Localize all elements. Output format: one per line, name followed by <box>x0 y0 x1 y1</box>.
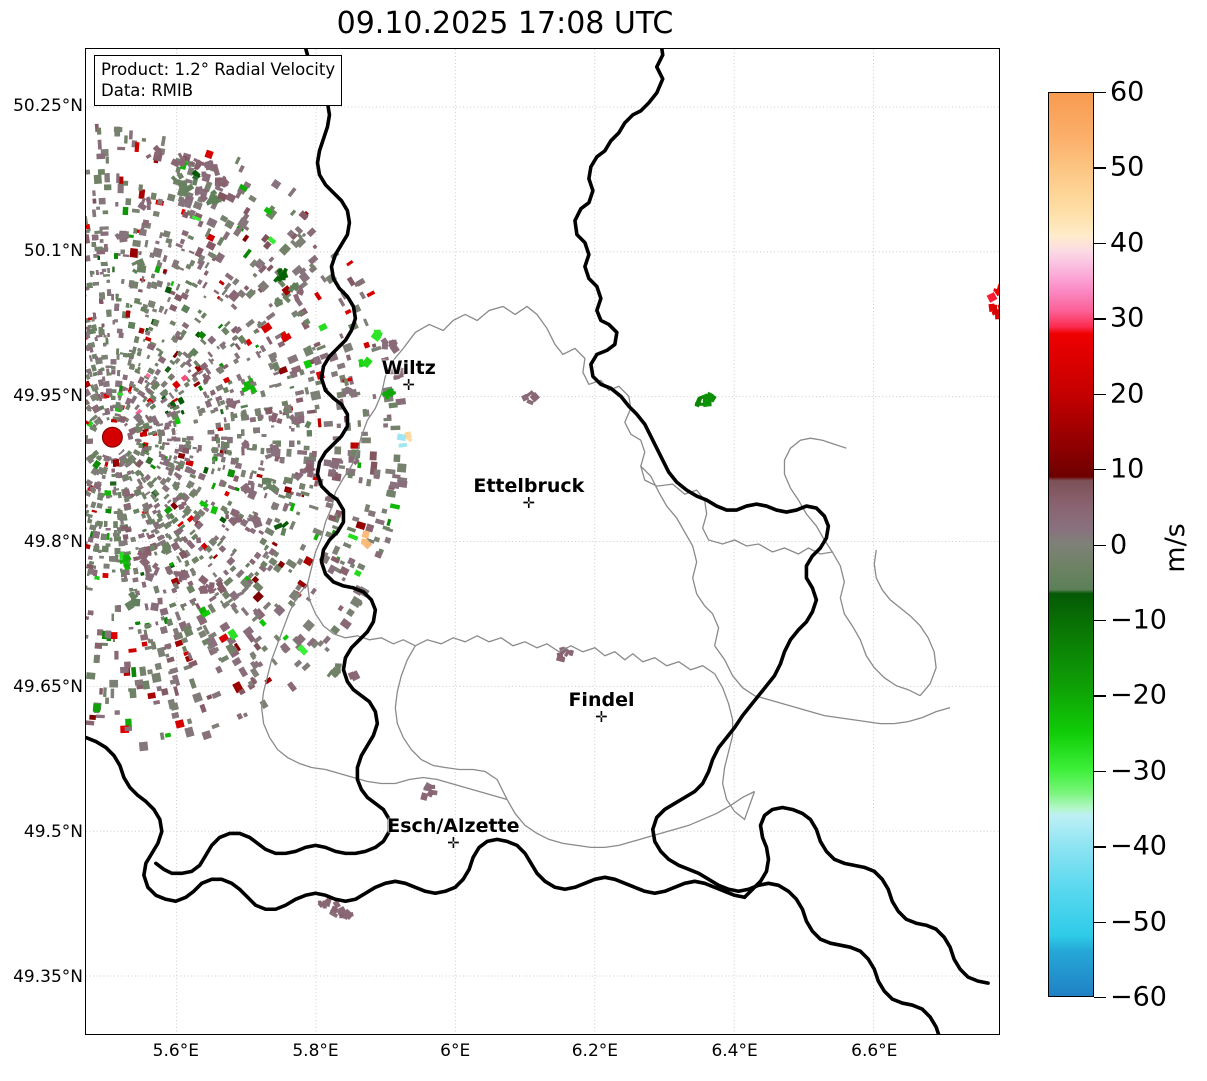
colorbar-tick-label-9: −30 <box>1110 755 1167 787</box>
colorbar-tick-label-12: −60 <box>1110 981 1167 1013</box>
info-data-line: Data: RMIB <box>101 81 194 101</box>
city-label-esch-alzette: Esch/Alzette ✛ <box>387 814 520 852</box>
colorbar-tick-mark-3 <box>1094 318 1106 320</box>
colorbar-tick-mark-7 <box>1094 619 1106 622</box>
map-canvas <box>86 49 999 1034</box>
y-tick-1: 50.1°N <box>23 241 83 262</box>
colorbar-tick-mark-12 <box>1094 997 1106 999</box>
y-tick-4: 49.65°N <box>13 676 83 697</box>
y-tick-3: 49.8°N <box>23 531 83 552</box>
y-tick-2: 49.95°N <box>13 386 83 407</box>
colorbar-gradient <box>1048 92 1094 997</box>
colorbar-tick-mark-9 <box>1094 770 1106 773</box>
x-tick-5: 6.6°E <box>851 1041 898 1061</box>
colorbar-tick-label-7: −10 <box>1110 604 1167 636</box>
colorbar-tick-mark-11 <box>1094 921 1106 923</box>
y-tick-5: 49.5°N <box>23 821 83 842</box>
info-box: Product: 1.2° Radial Velocity Data: RMIB <box>94 55 343 107</box>
radar-site-dot <box>101 426 123 448</box>
colorbar-tick-label-2: 40 <box>1110 227 1145 259</box>
city-label-wiltz: Wiltz ✛ <box>381 356 436 394</box>
city-marker-icon: ✛ <box>402 375 415 394</box>
colorbar-tick-mark-6 <box>1094 544 1106 546</box>
colorbar-unit-label: m/s <box>1160 523 1191 573</box>
city-marker-icon: ✛ <box>522 493 536 512</box>
colorbar-tick-mark-5 <box>1094 469 1106 471</box>
city-name: Esch/Alzette <box>387 814 520 837</box>
x-tick-4: 6.4°E <box>711 1041 758 1061</box>
colorbar-tick-mark-0 <box>1094 92 1106 94</box>
colorbar-tick-mark-4 <box>1094 393 1106 396</box>
colorbar-tick-mark-1 <box>1094 167 1106 169</box>
radar-site-marker <box>95 426 126 457</box>
y-tick-6: 49.35°N <box>13 966 83 987</box>
y-tick-0: 50.25°N <box>13 96 83 117</box>
x-tick-0: 5.6°E <box>152 1041 199 1061</box>
colorbar-tick-label-4: 20 <box>1110 378 1145 410</box>
colorbar-tick-mark-2 <box>1094 242 1106 245</box>
radar-echo-field <box>86 123 999 921</box>
city-label-ettelbruck: Ettelbruck ✛ <box>473 474 585 512</box>
colorbar-tick-label-5: 10 <box>1110 453 1145 485</box>
colorbar-tick-label-3: 30 <box>1110 302 1145 334</box>
radar-map-plot[interactable]: Product: 1.2° Radial Velocity Data: RMIB… <box>85 48 1000 1035</box>
colorbar-tick-label-10: −40 <box>1110 830 1167 862</box>
colorbar-tick-label-1: 50 <box>1110 151 1145 183</box>
colorbar-tick-mark-8 <box>1094 695 1106 697</box>
city-marker-icon: ✛ <box>447 833 460 852</box>
city-name: Ettelbruck <box>473 474 585 497</box>
colorbar-tick-label-0: 60 <box>1110 76 1145 108</box>
info-product-line: Product: 1.2° Radial Velocity <box>101 60 336 79</box>
colorbar-tick-label-8: −20 <box>1110 679 1167 711</box>
colorbar[interactable]: 60 50 40 30 20 10 0 −10 −20 −30 −40 −50 −60 <box>1048 77 1167 1013</box>
colorbar-tick-label-11: −50 <box>1110 906 1167 938</box>
colorbar-tick-label-6: 0 <box>1110 529 1128 560</box>
x-tick-1: 5.8°E <box>292 1041 339 1061</box>
page-title: 09.10.2025 17:08 UTC <box>336 6 674 41</box>
city-name: Findel <box>568 688 635 711</box>
map-gridlines <box>86 49 999 1034</box>
city-name: Wiltz <box>381 356 436 379</box>
x-tick-2: 6°E <box>440 1041 471 1061</box>
city-label-findel: Findel ✛ <box>568 688 635 726</box>
city-marker-icon: ✛ <box>595 707 608 726</box>
x-tick-3: 6.2°E <box>571 1041 619 1061</box>
national-borders <box>86 49 990 1034</box>
colorbar-tick-mark-10 <box>1094 846 1106 848</box>
